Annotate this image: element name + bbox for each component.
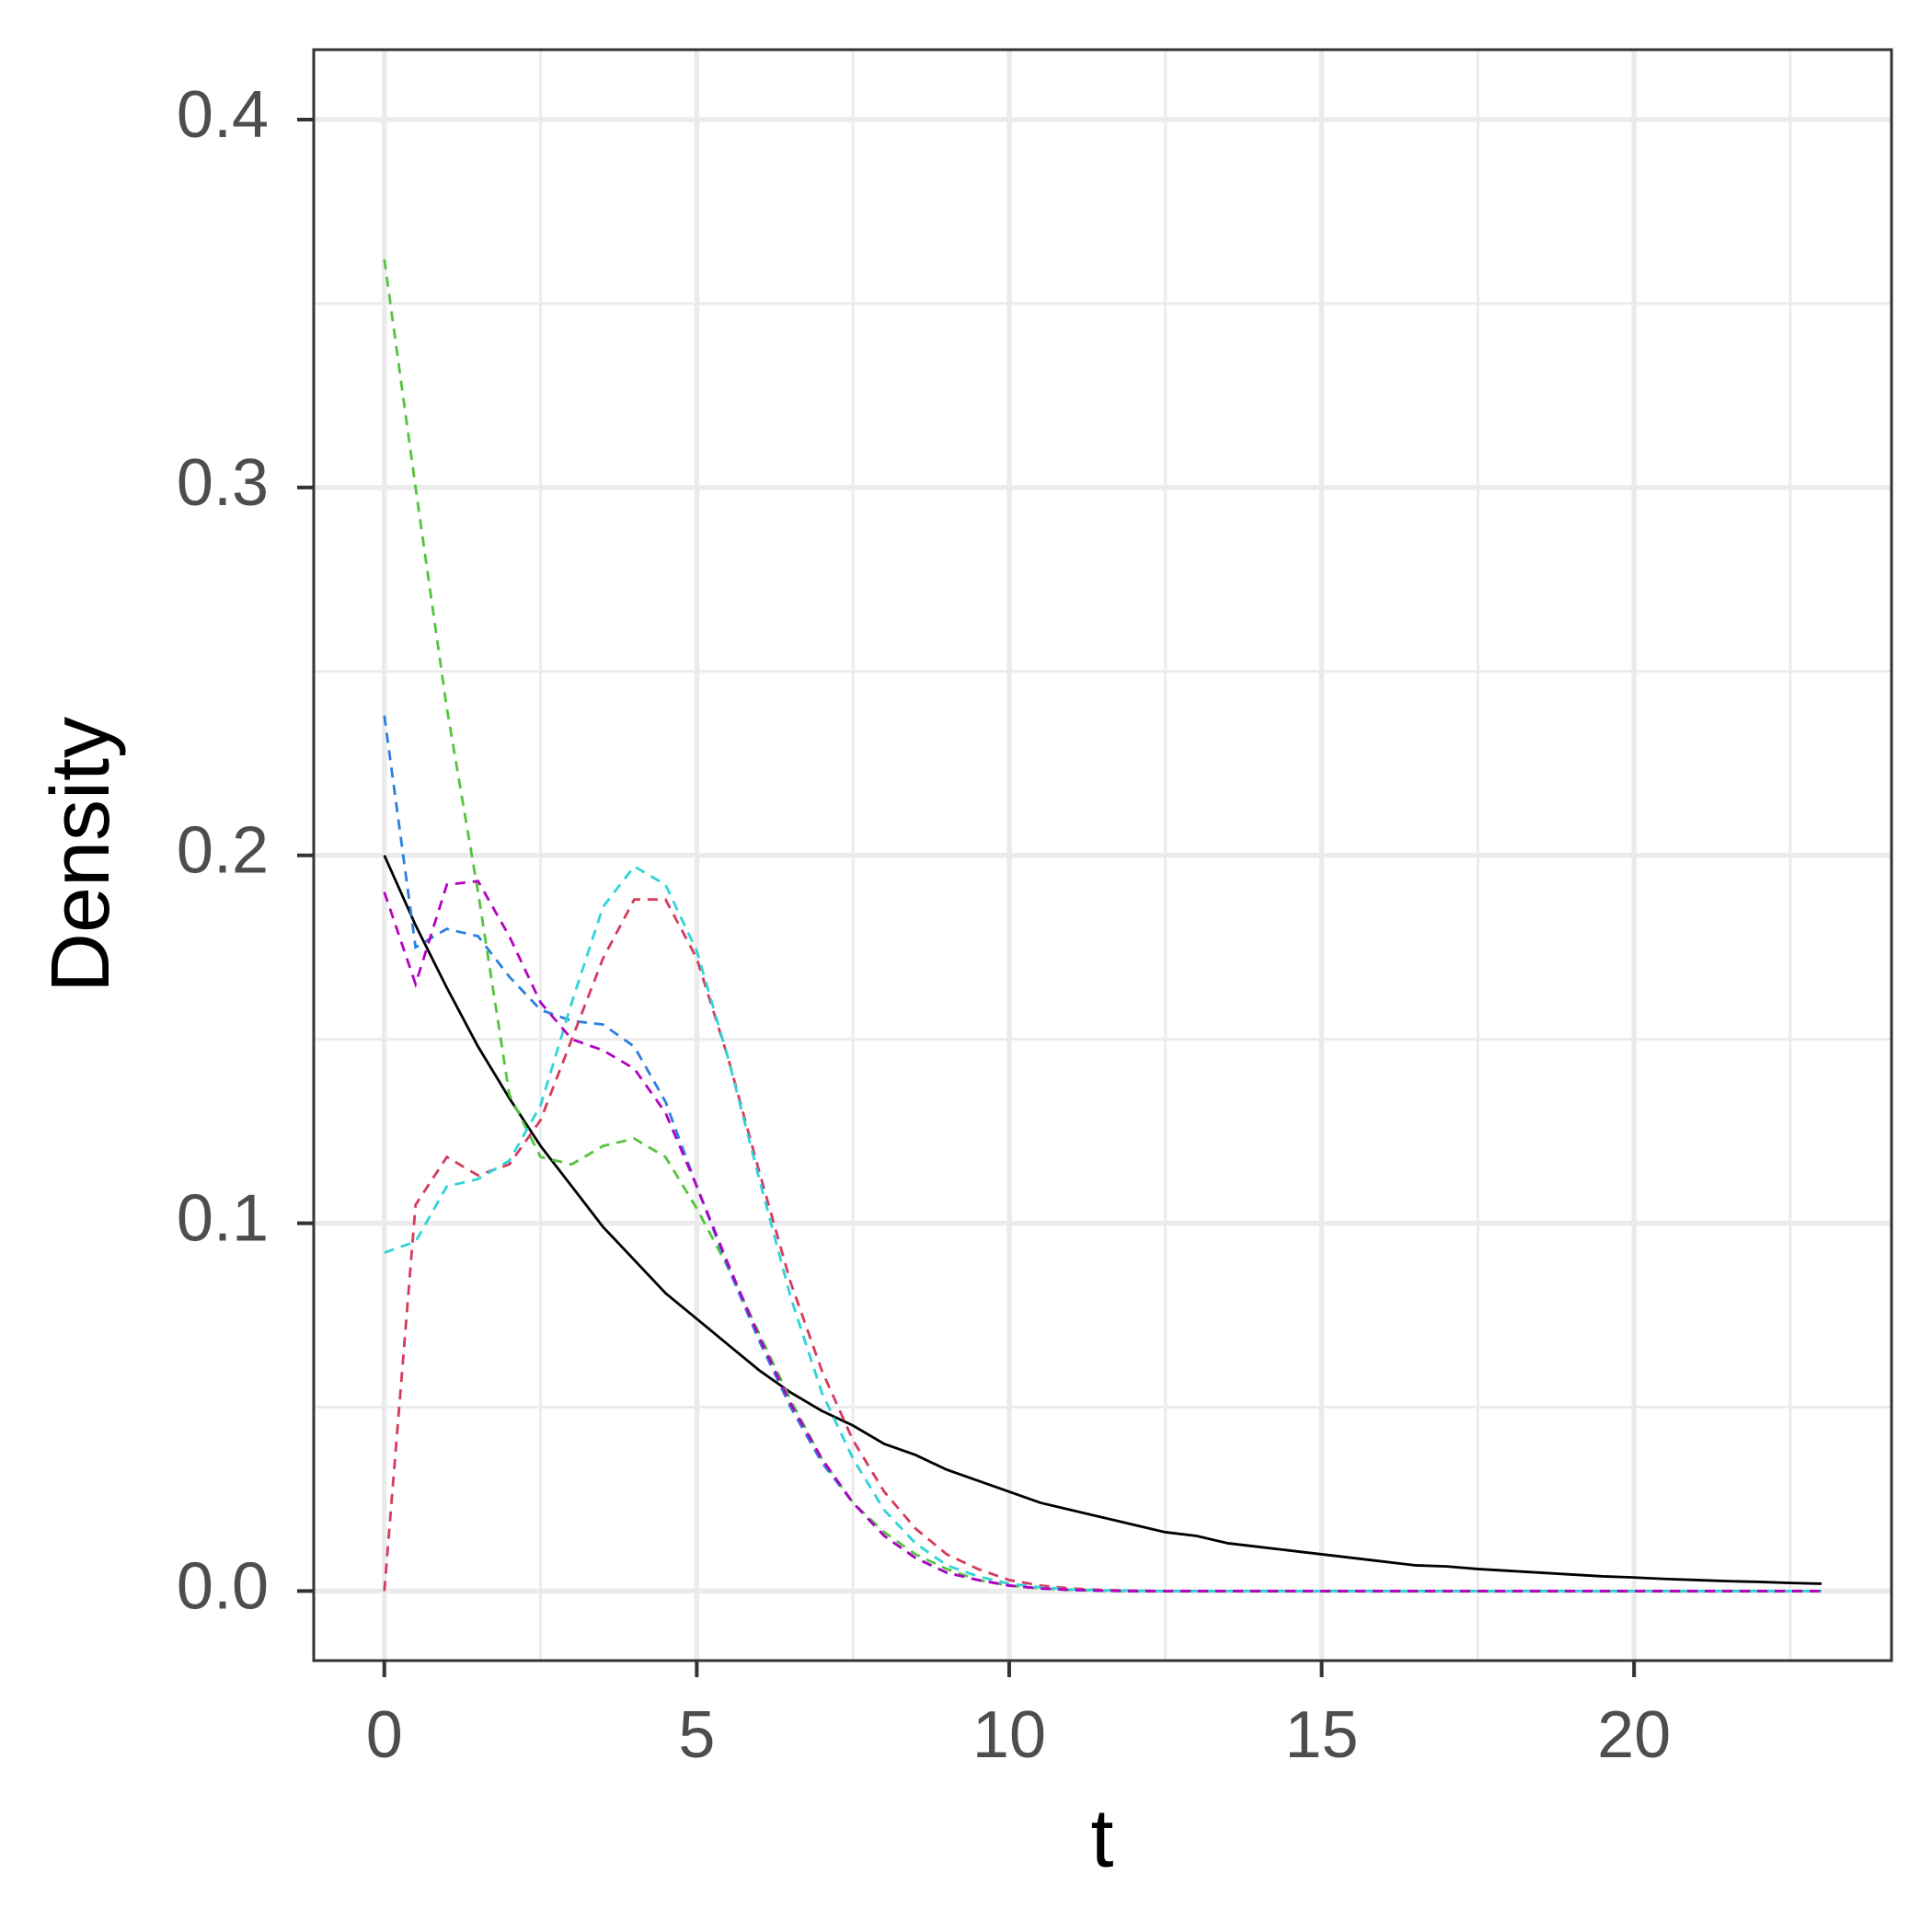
plot-lines <box>383 259 1822 1593</box>
y-tick-label: 0.0 <box>177 1549 269 1623</box>
series-line <box>383 880 1822 1593</box>
axes: 0 5 10 15 20 0.0 0.1 0.2 0.3 0.4 <box>177 78 1671 1772</box>
x-tick-label: 10 <box>972 1698 1046 1772</box>
y-tick-label: 0.2 <box>177 814 269 888</box>
y-axis-title: Density <box>35 717 127 993</box>
series-line <box>383 855 1822 1585</box>
x-tick-label: 5 <box>678 1698 715 1772</box>
x-axis-title: t <box>1090 1793 1113 1885</box>
y-tick-label: 0.1 <box>177 1182 269 1256</box>
y-tick-label: 0.3 <box>177 446 269 520</box>
x-tick-label: 15 <box>1285 1698 1359 1772</box>
series-line <box>384 864 1822 1593</box>
y-tick-label: 0.4 <box>177 78 269 152</box>
grid <box>314 50 1892 1661</box>
x-tick-label: 20 <box>1597 1698 1671 1772</box>
x-tick-label: 0 <box>366 1698 403 1772</box>
